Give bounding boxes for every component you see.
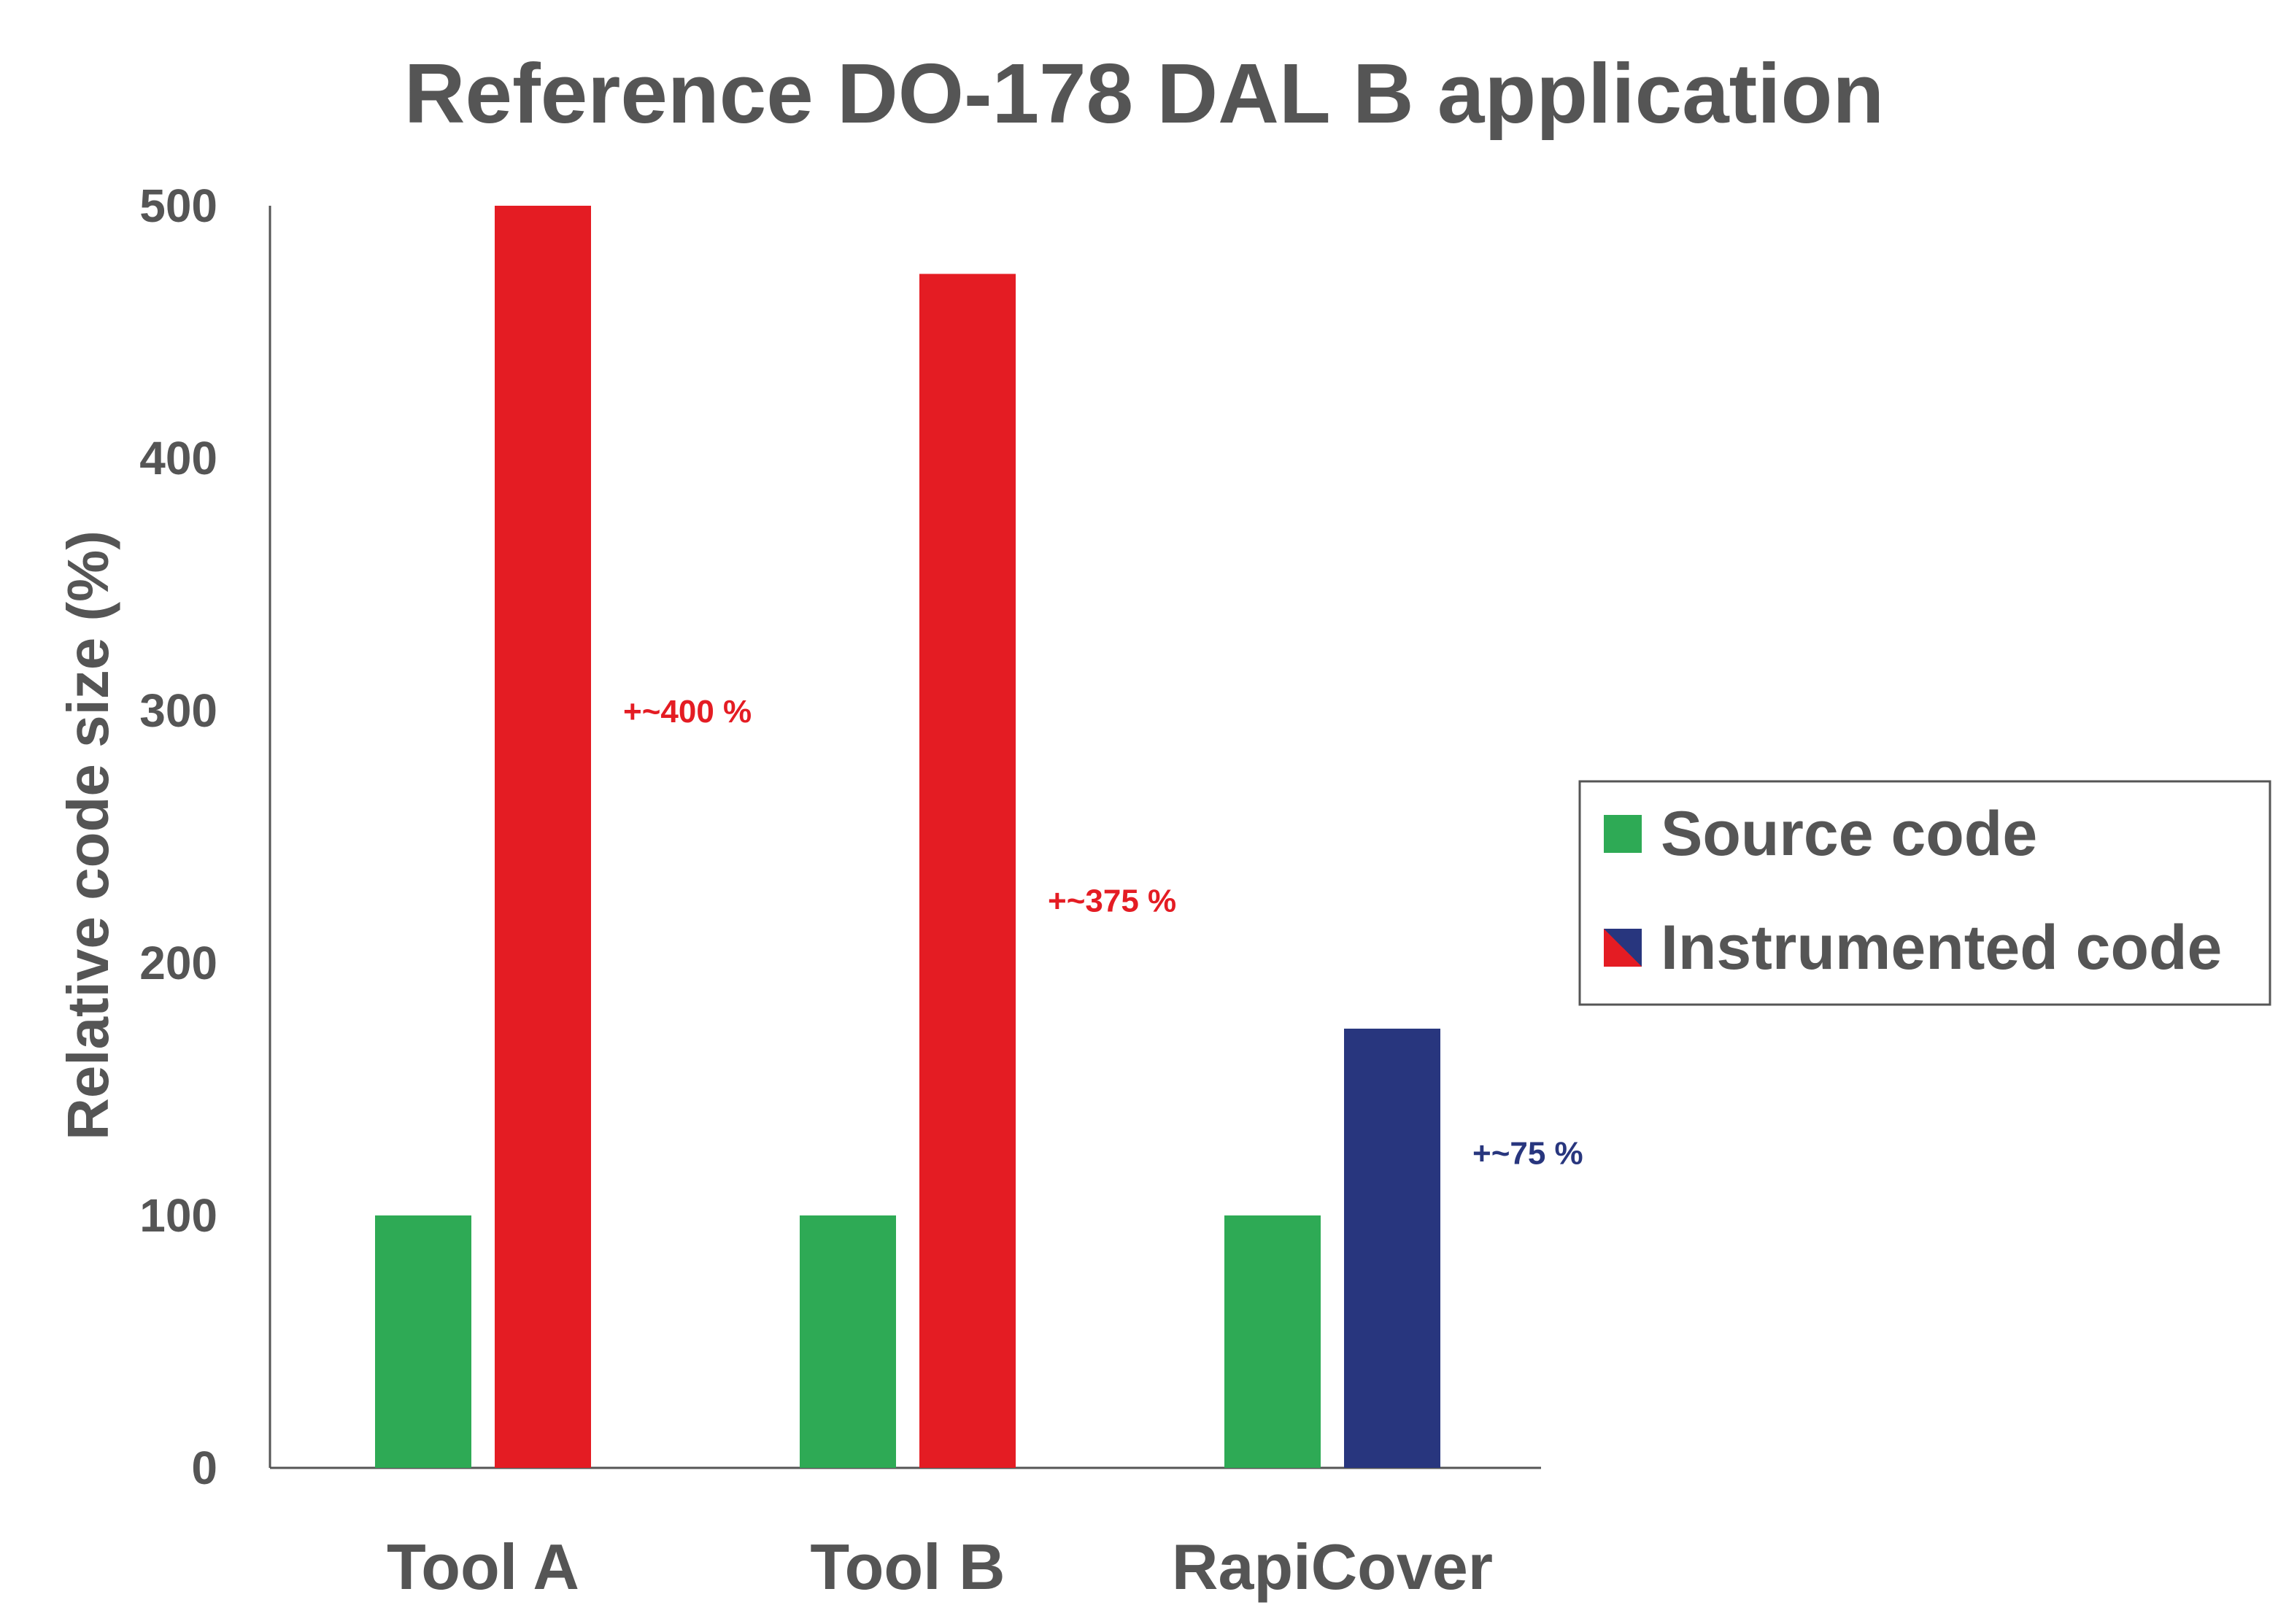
y-axis-label: Relative code size (%) [55,530,120,1140]
legend-swatch-source-code [1604,815,1642,853]
legend: Source code Instrumented code [1578,780,2271,1006]
legend-swatch-instrumented-code [1604,929,1642,967]
x-tick-label-tool-b: Tool B [810,1531,1005,1603]
x-tick-labels: Tool A Tool B RapiCover [387,1531,1493,1603]
bar-instrumented-code-rapicover [1344,1028,1440,1468]
bars [375,206,1440,1468]
annotation-tool-a: +~400 % [623,694,752,730]
y-tick-label-200: 200 [139,937,217,989]
bar-source-code-tool-b [800,1215,896,1468]
x-tick-label-rapicover: RapiCover [1172,1531,1493,1603]
legend-label-source-code: Source code [1661,799,2037,869]
bar-instrumented-code-tool-a [495,206,591,1468]
x-tick-label-tool-a: Tool A [387,1531,579,1603]
y-tick-label-300: 300 [139,684,217,737]
chart-title: Reference DO-178 DAL B application [404,46,1884,141]
bar-source-code-rapicover [1224,1215,1321,1468]
bar-annotations: +~400 % +~375 % +~75 % [623,694,1583,1172]
bar-instrumented-code-tool-b [919,274,1016,1468]
y-tick-label-400: 400 [139,432,217,484]
annotation-rapicover: +~75 % [1472,1136,1583,1172]
y-tick-label-0: 0 [191,1442,217,1494]
annotation-tool-b: +~375 % [1048,883,1176,919]
y-tick-label-500: 500 [139,179,217,232]
bar-source-code-tool-a [375,1215,471,1468]
y-tick-labels: 0 100 200 300 400 500 [139,179,217,1494]
legend-frame [1578,780,2271,1006]
legend-label-instrumented-code: Instrumented code [1661,913,2222,983]
y-tick-label-100: 100 [139,1189,217,1242]
